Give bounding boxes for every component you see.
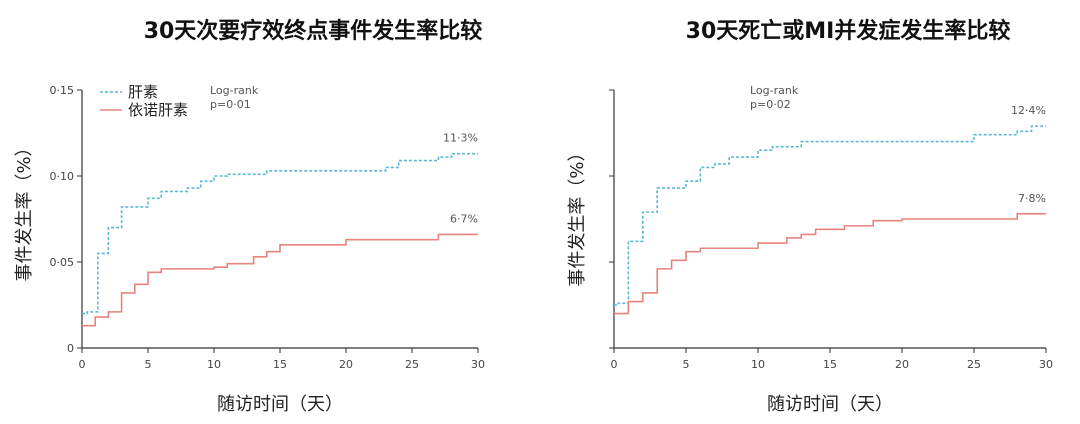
x-tick-label: 20 <box>895 358 909 371</box>
series-line-2 <box>82 233 478 327</box>
x-tick-label: 20 <box>339 358 353 371</box>
x-tick-label: 25 <box>405 358 419 371</box>
y-axis-title: 事件发生率（%） <box>567 143 588 286</box>
x-tick-label: 5 <box>145 358 152 371</box>
x-tick-label: 15 <box>823 358 837 371</box>
x-tick-label: 30 <box>1039 358 1053 371</box>
x-tick-label: 10 <box>751 358 765 371</box>
series-end-label: 7·8% <box>1018 192 1046 205</box>
x-tick-label: 5 <box>683 358 690 371</box>
chart-panel-1: 30天次要疗效终点事件发生率比较 0 5 10 15 20 25 30 0 0·05 0·10 0·1… <box>14 18 485 415</box>
y-axis-title: 事件发生率（%） <box>14 138 35 281</box>
x-axis-title: 随访时间（天） <box>217 394 343 415</box>
series-line-1 <box>614 125 1046 306</box>
series-end-label: 12·4% <box>1011 104 1046 117</box>
y-tick-label: 0·10 <box>50 170 75 183</box>
x-tick-label: 0 <box>79 358 86 371</box>
series-end-label: 11·3% <box>443 132 478 145</box>
y-tick-label: 0 <box>67 342 74 355</box>
y-tick-label: 0·05 <box>50 256 75 269</box>
legend-label: 依诺肝素 <box>128 101 188 119</box>
logrank-annotation: p=0·02 <box>750 98 791 111</box>
x-tick-label: 15 <box>273 358 287 371</box>
y-tick-label: 0·15 <box>50 84 75 97</box>
x-tick-label: 25 <box>967 358 981 371</box>
x-tick-label: 10 <box>207 358 221 371</box>
series-line-1 <box>82 152 478 315</box>
x-tick-label: 30 <box>471 358 485 371</box>
series-end-label: 6·7% <box>450 212 478 225</box>
series-line-2 <box>614 213 1046 315</box>
logrank-annotation: Log-rank <box>750 84 799 97</box>
chart-title: 30天死亡或MI并发症发生率比较 <box>686 18 1011 44</box>
logrank-annotation: Log-rank <box>210 84 259 97</box>
legend-label: 肝素 <box>128 83 158 101</box>
logrank-annotation: p=0·01 <box>210 98 251 111</box>
chart-panel-2: 30天死亡或MI并发症发生率比较 0 5 10 15 20 25 30 随访时间（天） 事件发生率… <box>567 18 1053 415</box>
x-tick-label: 0 <box>611 358 618 371</box>
chart-title: 30天次要疗效终点事件发生率比较 <box>144 18 483 44</box>
x-axis-title: 随访时间（天） <box>767 394 893 415</box>
